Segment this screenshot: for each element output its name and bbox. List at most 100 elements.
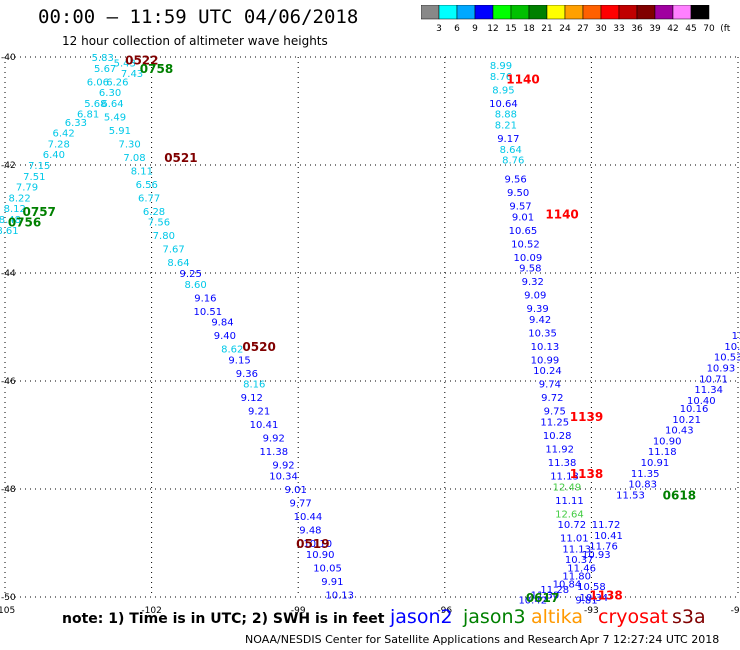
wave-height-label: 11.76	[589, 542, 618, 553]
wave-height-label: 8.48	[0, 215, 21, 226]
wave-height-label: 10.83	[628, 480, 657, 491]
wave-height-label: 6.56	[136, 180, 158, 191]
satellite-jason2-label: jason2	[390, 606, 453, 628]
wave-height-label: 9.21	[248, 407, 270, 418]
y-tick-label: -46	[1, 377, 16, 387]
wave-height-label: 5.43	[114, 58, 136, 69]
wave-height-label: 6.77	[138, 193, 160, 204]
wave-height-label: 9.01	[285, 485, 307, 496]
wave-height-label: 10.13	[531, 342, 560, 353]
wave-height-label: 8.21	[495, 121, 517, 132]
wave-height-label: 10.34	[269, 472, 298, 483]
wave-height-label: 10.52	[511, 239, 540, 250]
wave-height-label: 5.68	[84, 99, 106, 110]
wave-height-label: 7.80	[153, 231, 175, 242]
wave-height-label: 11.11	[555, 496, 584, 507]
wave-height-label: 9.56	[505, 175, 527, 186]
wave-height-label: 10.90	[306, 550, 335, 561]
wave-height-label: 11.13	[562, 544, 591, 555]
wave-height-label: 11.30	[531, 590, 560, 601]
wave-height-label: 9.92	[263, 434, 285, 445]
legend-label: 42	[667, 24, 678, 34]
pass-time-label: 0756	[8, 216, 41, 230]
wave-height-label: 10.13	[325, 590, 354, 601]
wave-height-label: 10.21	[672, 415, 701, 426]
wave-height-label: 7.43	[121, 69, 143, 80]
pass-time-label: 0522	[125, 54, 158, 68]
wave-height-label: 9.74	[539, 380, 561, 391]
satellite-cryosat-label: cryosat	[598, 606, 669, 628]
legend-label: 24	[559, 24, 571, 34]
wave-height-label: 9.09	[524, 291, 546, 302]
pass-time-label: 0617	[526, 591, 559, 605]
pass-time-label: 0520	[242, 340, 275, 354]
pass-time-label: 1140	[506, 73, 539, 87]
chart-subtitle: 12 hour collection of altimeter wave hei…	[62, 34, 328, 48]
wave-height-label: 10.91	[641, 458, 670, 469]
wave-height-label: 10.3	[724, 342, 740, 353]
wave-height-label: 9.17	[497, 134, 519, 145]
wave-height-label: 6.26	[106, 77, 128, 88]
x-tick-label: -90	[731, 606, 740, 616]
legend-label: 9	[472, 24, 478, 34]
wave-height-label: 10.93	[582, 550, 611, 561]
footnote: note: 1) Time is in UTC; 2) SWH is in fe…	[62, 611, 385, 627]
wave-height-label: 9.84	[211, 318, 233, 329]
legend-label: 39	[649, 24, 661, 34]
wave-height-label: 9.25	[180, 269, 202, 280]
wave-height-label: 7.51	[23, 172, 45, 183]
wave-height-label: 9.91	[321, 577, 343, 588]
wave-height-label: 10.44	[294, 512, 323, 523]
wave-height-label: 9.39	[527, 304, 549, 315]
wave-height-label: 8.16	[243, 380, 265, 391]
wave-height-label: 10.41	[594, 531, 623, 542]
wave-height-label: 10.34	[580, 593, 609, 604]
wave-height-label: 10.35	[528, 328, 557, 339]
wave-height-label: 12.64	[555, 509, 584, 520]
wave-height-label: 10.41	[250, 420, 279, 431]
legend-label: 6	[454, 24, 460, 34]
wave-height-label: 9.01	[512, 212, 534, 223]
wave-height-label: 8.95	[492, 85, 514, 96]
legend-label: 45	[685, 24, 696, 34]
credit-line: NOAA/NESDIS Center for Satellite Applica…	[245, 633, 579, 646]
y-tick-label: -48	[1, 485, 16, 495]
satellite-s3a-label: s3a	[672, 606, 706, 628]
wave-height-label: 6.06	[87, 77, 109, 88]
wave-height-label: 12.49	[553, 482, 582, 493]
wave-height-label: 8.64	[167, 258, 189, 269]
wave-height-label: 5.91	[109, 126, 131, 137]
wave-height-label: 6.28	[143, 207, 165, 218]
x-tick-label: -105	[0, 606, 15, 616]
wave-height-label: 9.36	[236, 369, 258, 380]
wave-height-label: 11.46	[567, 563, 596, 574]
satellite-jason3-label: jason3	[463, 606, 526, 628]
wave-height-label: 10.16	[680, 404, 709, 415]
wave-height-label: 10.40	[687, 396, 716, 407]
wave-height-label: 11.92	[545, 445, 574, 456]
pass-time-label: 1138	[570, 467, 603, 481]
wave-height-label: 10.09	[514, 253, 543, 264]
wave-height-label: 10.84	[553, 580, 582, 591]
wave-height-label: 6.33	[65, 118, 87, 129]
wave-height-label: 10.37	[565, 555, 594, 566]
wave-height-label: 10.53	[714, 353, 740, 364]
wave-height-label: 8.22	[9, 193, 31, 204]
wave-height-label: 8.76	[490, 72, 512, 83]
wave-height-label: 11.80	[562, 571, 591, 582]
wave-height-label: 10.43	[665, 426, 694, 437]
wave-height-label: 10.10	[303, 539, 332, 550]
pass-time-label: 0757	[23, 205, 56, 219]
pass-time-label: 0519	[296, 537, 329, 551]
wave-height-label: 8.11	[131, 166, 153, 177]
wave-height-label: 8.12	[4, 204, 26, 215]
wave-height-label: 11.38	[548, 458, 577, 469]
wave-height-label: 11.35	[631, 469, 660, 480]
wave-height-label: 6.40	[43, 150, 65, 161]
wave-height-label: 10.51	[193, 307, 222, 318]
pass-time-label: 1139	[570, 410, 603, 424]
legend-label: 15	[505, 24, 516, 34]
x-tick-label: -96	[437, 606, 452, 616]
pass-time-label: 0758	[140, 62, 173, 76]
